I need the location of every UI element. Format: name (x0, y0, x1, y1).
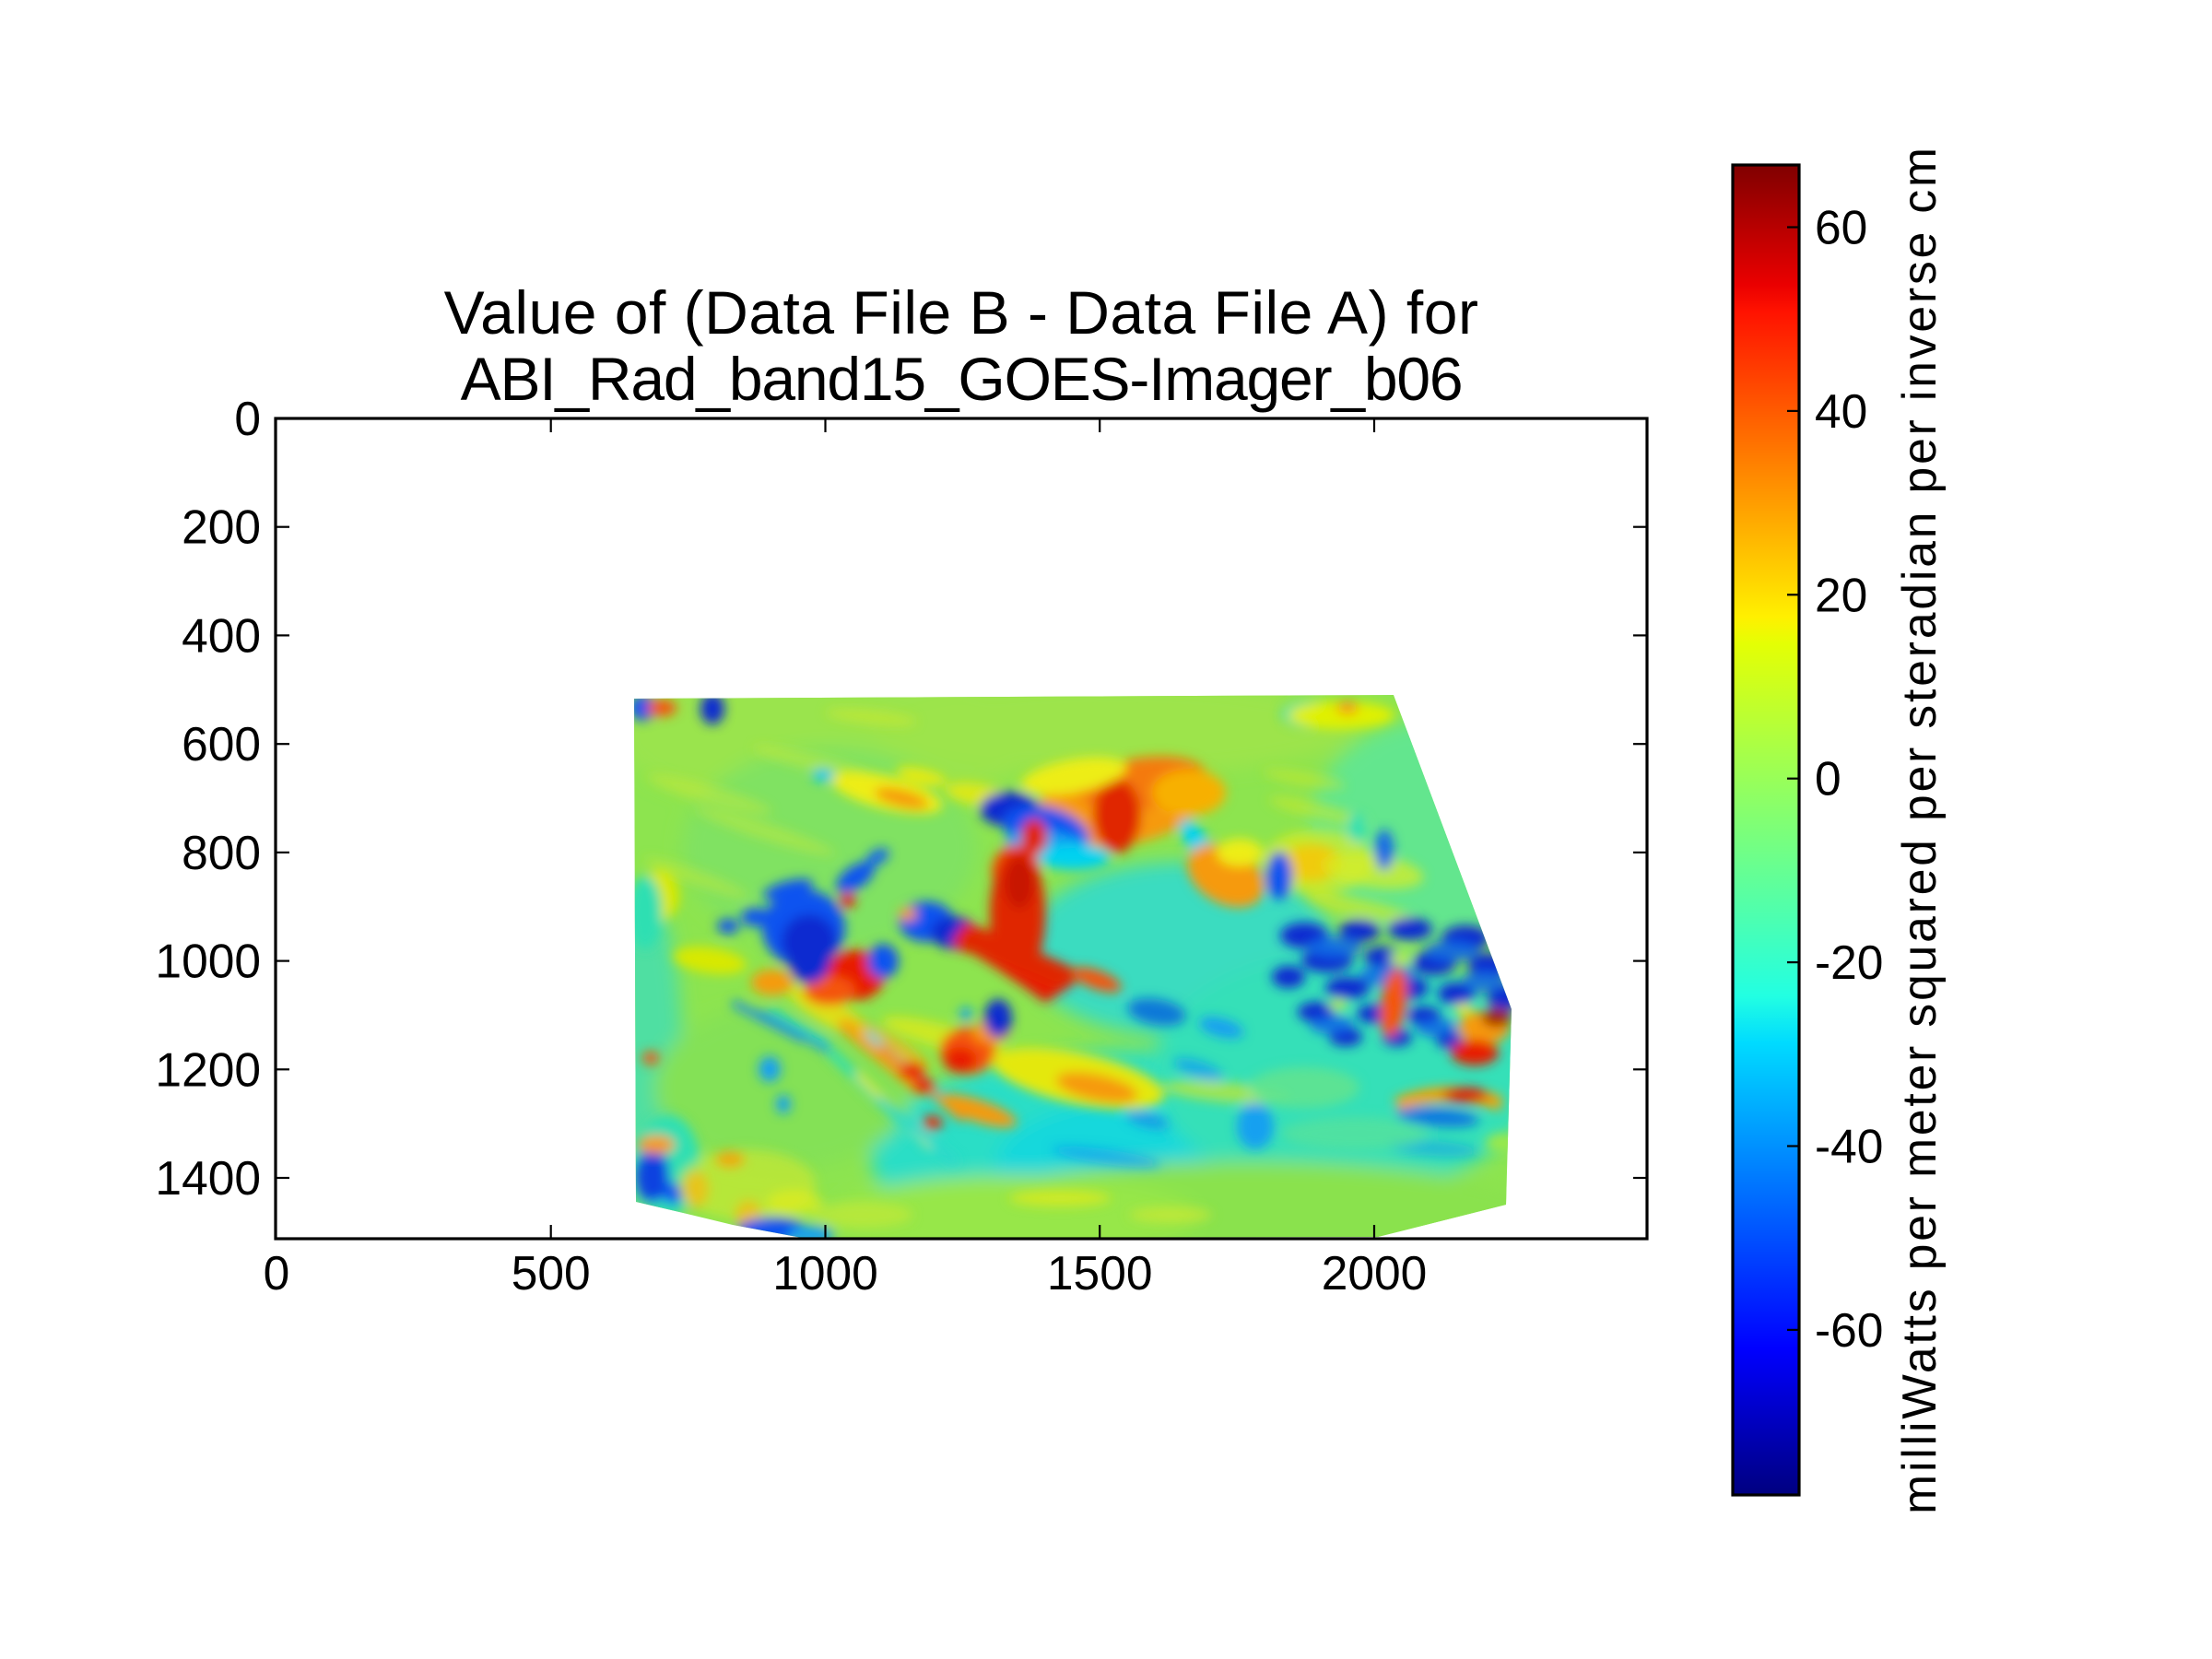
svg-text:1000: 1000 (155, 935, 261, 988)
svg-text:milliWatts per meter squared p: milliWatts per meter squared per steradi… (1892, 145, 1946, 1514)
svg-text:1000: 1000 (772, 1246, 878, 1300)
svg-text:-40: -40 (1815, 1120, 1883, 1173)
svg-text:20: 20 (1815, 568, 1867, 621)
svg-text:200: 200 (182, 500, 261, 554)
svg-text:1200: 1200 (155, 1042, 261, 1096)
svg-text:-60: -60 (1815, 1303, 1883, 1357)
svg-text:1400: 1400 (155, 1151, 261, 1205)
svg-text:2000: 2000 (1322, 1246, 1428, 1300)
svg-text:ABI_Rad_band15_GOES-Imager_b06: ABI_Rad_band15_GOES-Imager_b06 (461, 345, 1463, 413)
svg-text:-20: -20 (1815, 935, 1883, 989)
svg-text:500: 500 (512, 1246, 591, 1300)
svg-text:60: 60 (1815, 201, 1867, 254)
svg-text:Value of (Data File B - Data F: Value of (Data File B - Data File A) for (444, 278, 1479, 347)
svg-text:0: 0 (1815, 752, 1841, 806)
svg-text:600: 600 (182, 717, 261, 771)
svg-text:40: 40 (1815, 384, 1867, 438)
svg-text:0: 0 (264, 1246, 290, 1300)
svg-text:400: 400 (182, 608, 261, 662)
svg-text:0: 0 (234, 392, 261, 445)
svg-text:1500: 1500 (1047, 1246, 1153, 1300)
svg-text:800: 800 (182, 826, 261, 879)
